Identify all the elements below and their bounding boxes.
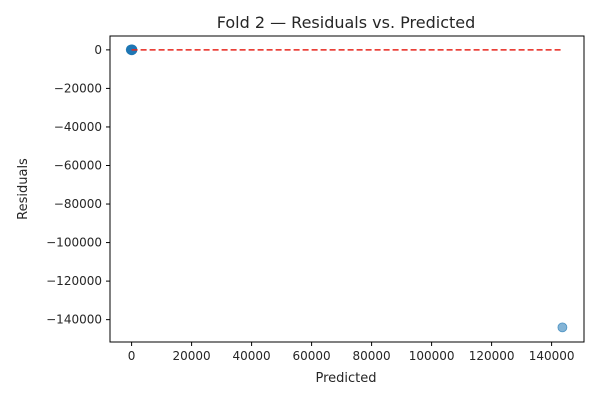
x-axis-label: Predicted — [315, 371, 376, 386]
y-tick-label: −140000 — [46, 313, 102, 327]
plot-area — [109, 35, 585, 343]
x-tick-label: 140000 — [529, 349, 575, 363]
y-axis-label: Residuals — [16, 158, 31, 220]
y-tick-label: −60000 — [54, 158, 102, 172]
y-tick-label: −40000 — [54, 120, 102, 134]
x-tick-label: 20000 — [173, 349, 211, 363]
scatter-points — [125, 44, 568, 333]
x-tick-label: 120000 — [469, 349, 515, 363]
x-tick-label: 80000 — [353, 349, 391, 363]
chart-title: Fold 2 — Residuals vs. Predicted — [217, 13, 476, 32]
x-axis-ticks: 0 20000 40000 60000 80000 100000 120000 140000 — [128, 342, 575, 363]
y-axis-ticks: 0 −20000 −40000 −60000 −80000 −100000 −120000 −… — [46, 43, 110, 327]
x-tick-label: 60000 — [293, 349, 331, 363]
y-tick-label: 0 — [94, 43, 102, 57]
scatter-point — [557, 322, 568, 333]
y-tick-label: −80000 — [54, 197, 102, 211]
x-tick-label: 0 — [128, 349, 136, 363]
axes-frame — [109, 35, 585, 343]
y-tick-label: −120000 — [46, 274, 102, 288]
y-tick-label: −20000 — [54, 81, 102, 95]
x-tick-label: 40000 — [233, 349, 271, 363]
y-tick-label: −100000 — [46, 236, 102, 250]
x-tick-label: 100000 — [409, 349, 455, 363]
